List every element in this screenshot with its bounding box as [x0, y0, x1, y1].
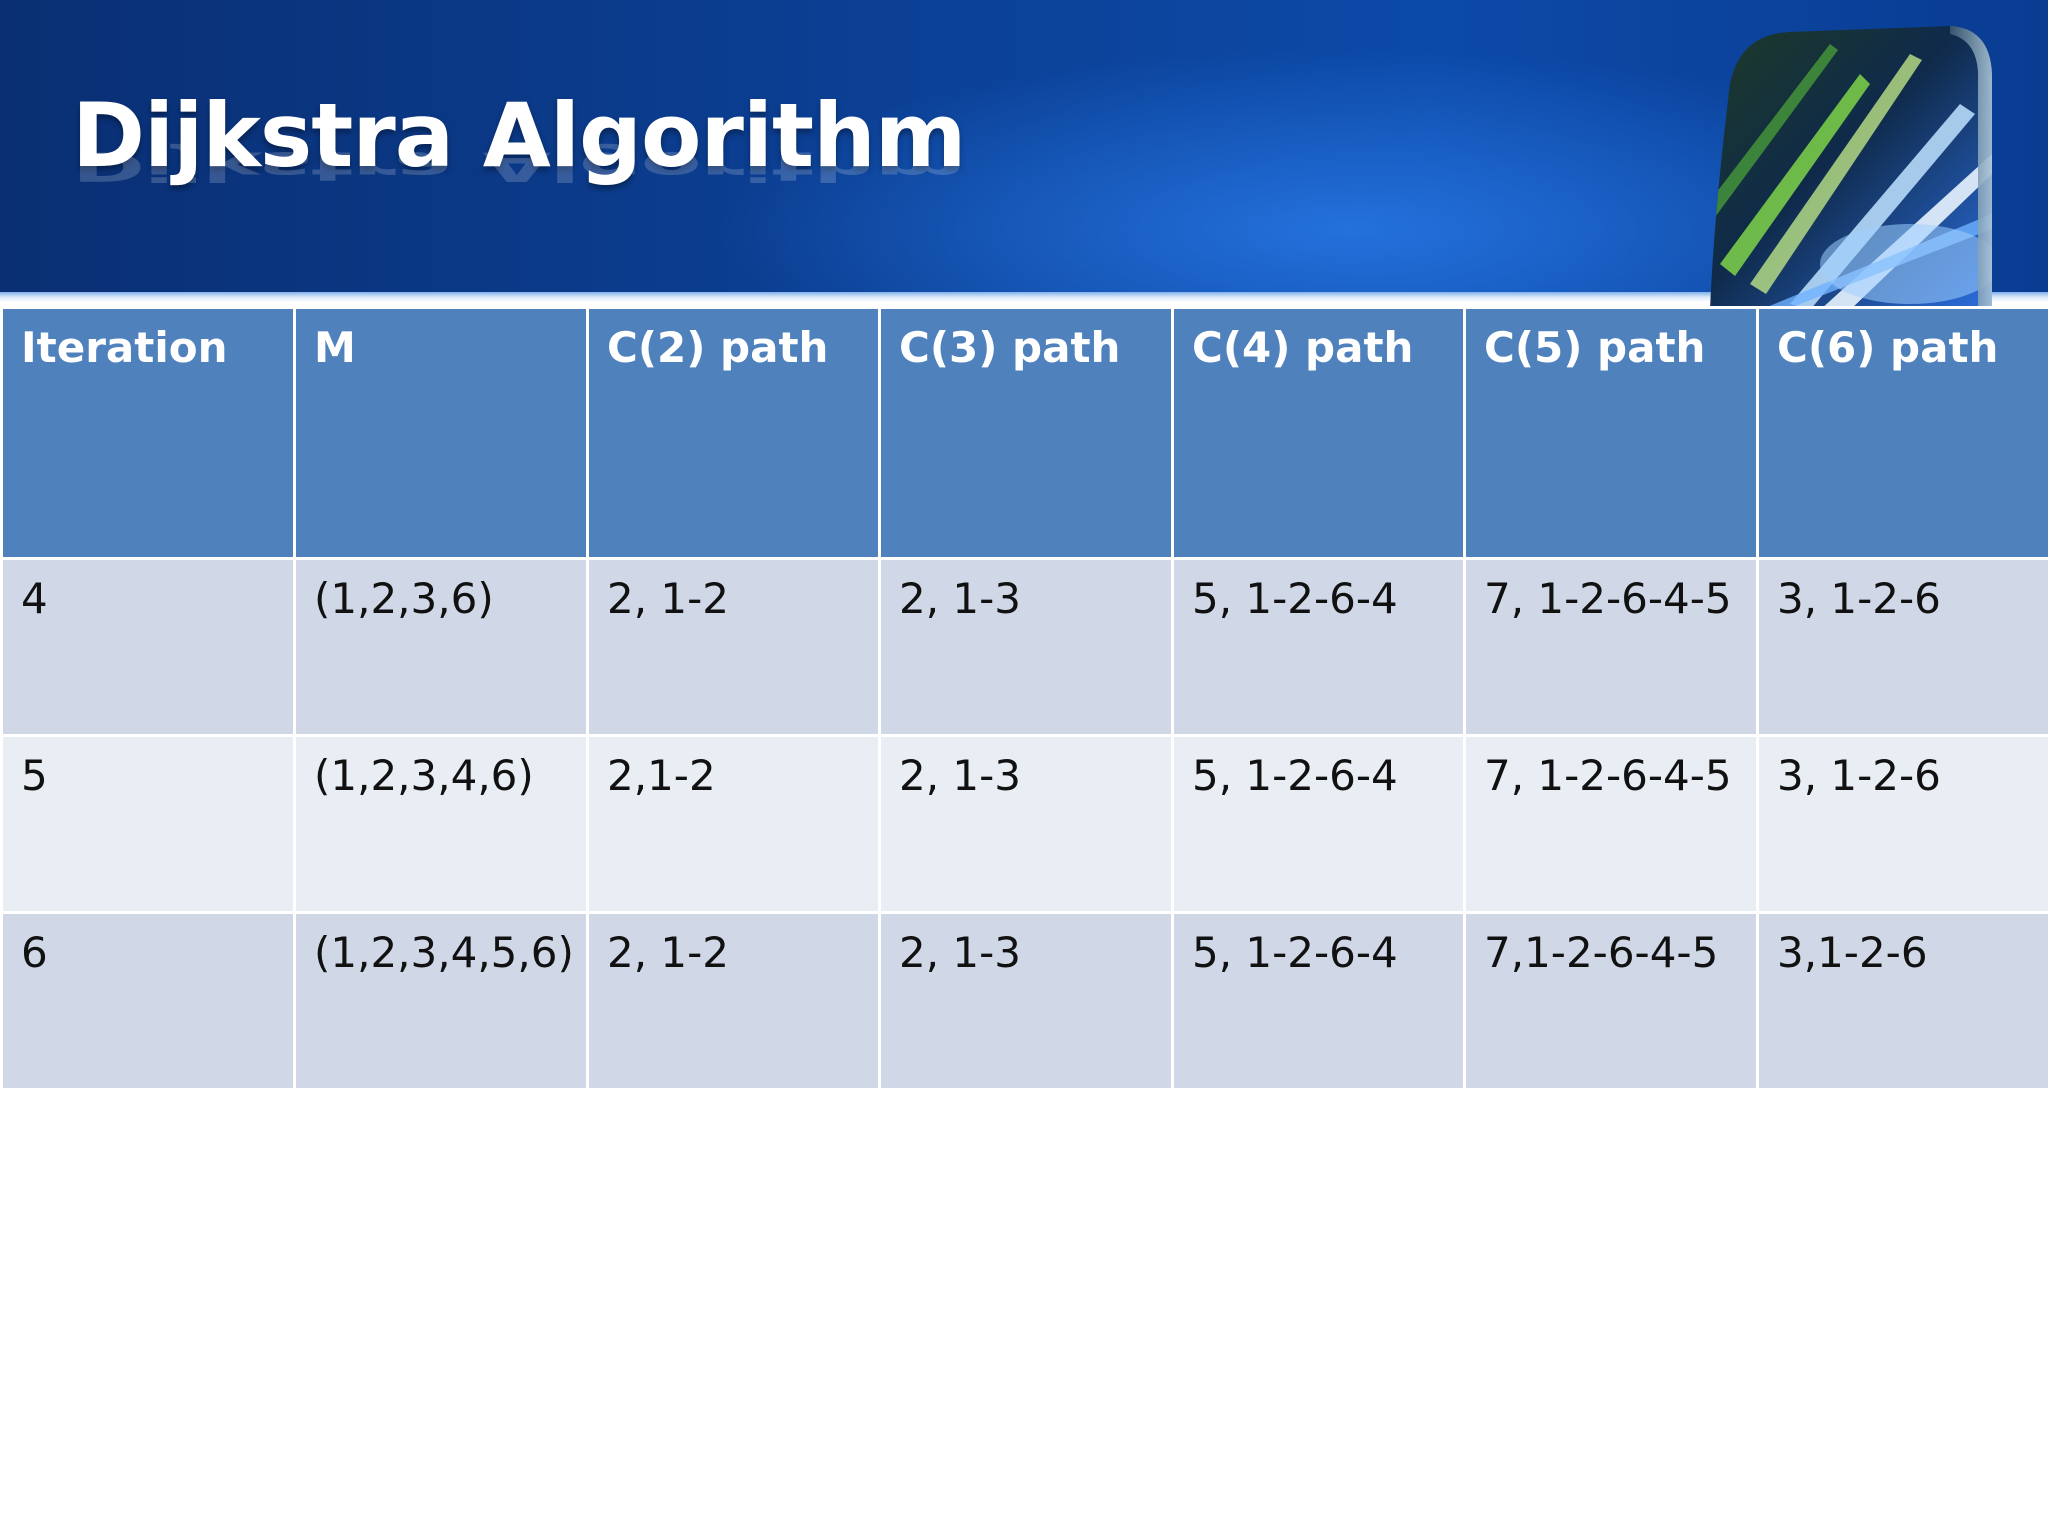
table-cell: 5	[0, 734, 296, 914]
header-cell-c2: C(2) path	[586, 306, 881, 560]
table-cell: 3, 1-2-6	[1756, 734, 2048, 914]
table-cell: 3, 1-2-6	[1756, 557, 2048, 737]
table-cell: 2, 1-2	[586, 911, 881, 1091]
table-row: 5 (1,2,3,4,6) 2,1-2 2, 1-3 5, 1-2-6-4 7,…	[0, 734, 2048, 914]
table-cell: 3,1-2-6	[1756, 911, 2048, 1091]
header-cell-c5: C(5) path	[1463, 306, 1759, 560]
header-divider	[0, 292, 2048, 302]
table-cell: 2, 1-2	[586, 557, 881, 737]
table-cell: 7, 1-2-6-4-5	[1463, 557, 1759, 737]
slide-title: Dijkstra Algorithm	[72, 84, 966, 187]
header-cell-m: M	[293, 306, 589, 560]
table-cell: 5, 1-2-6-4	[1171, 911, 1466, 1091]
table-cell: 2, 1-3	[878, 557, 1174, 737]
table-header-row: Iteration M C(2) path C(3) path C(4) pat…	[0, 306, 2048, 560]
table-row: 4 (1,2,3,6) 2, 1-2 2, 1-3 5, 1-2-6-4 7, …	[0, 557, 2048, 737]
table-cell: (1,2,3,4,5,6)	[293, 911, 589, 1091]
header-cell-c3: C(3) path	[878, 306, 1174, 560]
light-cube-icon	[1710, 26, 1992, 310]
table-cell: 5, 1-2-6-4	[1171, 734, 1466, 914]
table-cell: 4	[0, 557, 296, 737]
header-cell-iteration: Iteration	[0, 306, 296, 560]
header-cell-c6: C(6) path	[1756, 306, 2048, 560]
table-cell: 2, 1-3	[878, 911, 1174, 1091]
slide-header-banner	[0, 0, 2048, 300]
table-row: 6 (1,2,3,4,5,6) 2, 1-2 2, 1-3 5, 1-2-6-4…	[0, 911, 2048, 1091]
dijkstra-table: Iteration M C(2) path C(3) path C(4) pat…	[0, 306, 2048, 1091]
table-cell: 5, 1-2-6-4	[1171, 557, 1466, 737]
header-cell-c4: C(4) path	[1171, 306, 1466, 560]
table-cell: 7, 1-2-6-4-5	[1463, 734, 1759, 914]
table-cell: (1,2,3,6)	[293, 557, 589, 737]
table-cell: 7,1-2-6-4-5	[1463, 911, 1759, 1091]
table-cell: 2, 1-3	[878, 734, 1174, 914]
table-cell: 2,1-2	[586, 734, 881, 914]
table-cell: (1,2,3,4,6)	[293, 734, 589, 914]
table-cell: 6	[0, 911, 296, 1091]
